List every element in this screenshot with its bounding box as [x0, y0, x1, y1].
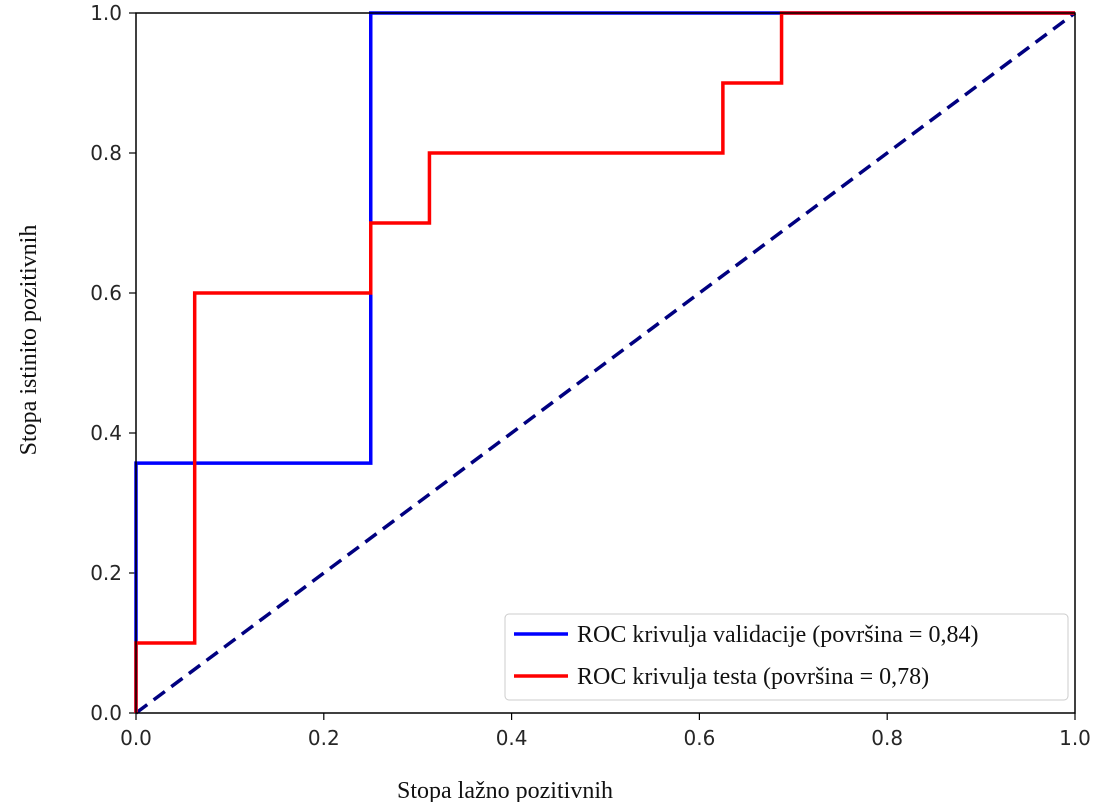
- x-tick-label: 1.0: [1059, 726, 1091, 750]
- x-tick-label: 0.4: [496, 726, 528, 750]
- y-axis-ticks: 0.0 0.2 0.4 0.6 0.8 1.0: [90, 1, 136, 725]
- y-tick-label: 0.8: [90, 141, 122, 165]
- legend: ROC krivulja validacije (površina = 0,84…: [504, 613, 1069, 701]
- plot-frame: [135, 12, 1076, 714]
- x-axis-ticks: 0.0 0.2 0.4 0.6 0.8 1.0: [120, 713, 1091, 750]
- legend-box: [504, 613, 1069, 701]
- y-tick-label: 0.4: [90, 421, 122, 445]
- chance-diagonal-line: [134, 11, 1077, 715]
- legend-entry-validation: ROC krivulja validacije (površina = 0,84…: [577, 622, 978, 648]
- x-tick-label: 0.2: [308, 726, 340, 750]
- series-layer: [134, 11, 1077, 715]
- y-tick-label: 1.0: [90, 1, 122, 25]
- y-tick-label: 0.6: [90, 281, 122, 305]
- x-axis-label: Stopa lažno pozitivnih: [397, 778, 613, 802]
- legend-entry-test: ROC krivulja testa (površina = 0,78): [577, 664, 929, 690]
- x-tick-label: 0.6: [683, 726, 715, 750]
- y-axis-label: Stopa istinito pozitivnih: [16, 225, 42, 456]
- y-tick-label: 0.2: [90, 561, 122, 585]
- x-tick-label: 0.8: [871, 726, 903, 750]
- x-tick-label: 0.0: [120, 726, 152, 750]
- y-tick-label: 0.0: [90, 701, 122, 725]
- roc-test-line: [134, 11, 1075, 713]
